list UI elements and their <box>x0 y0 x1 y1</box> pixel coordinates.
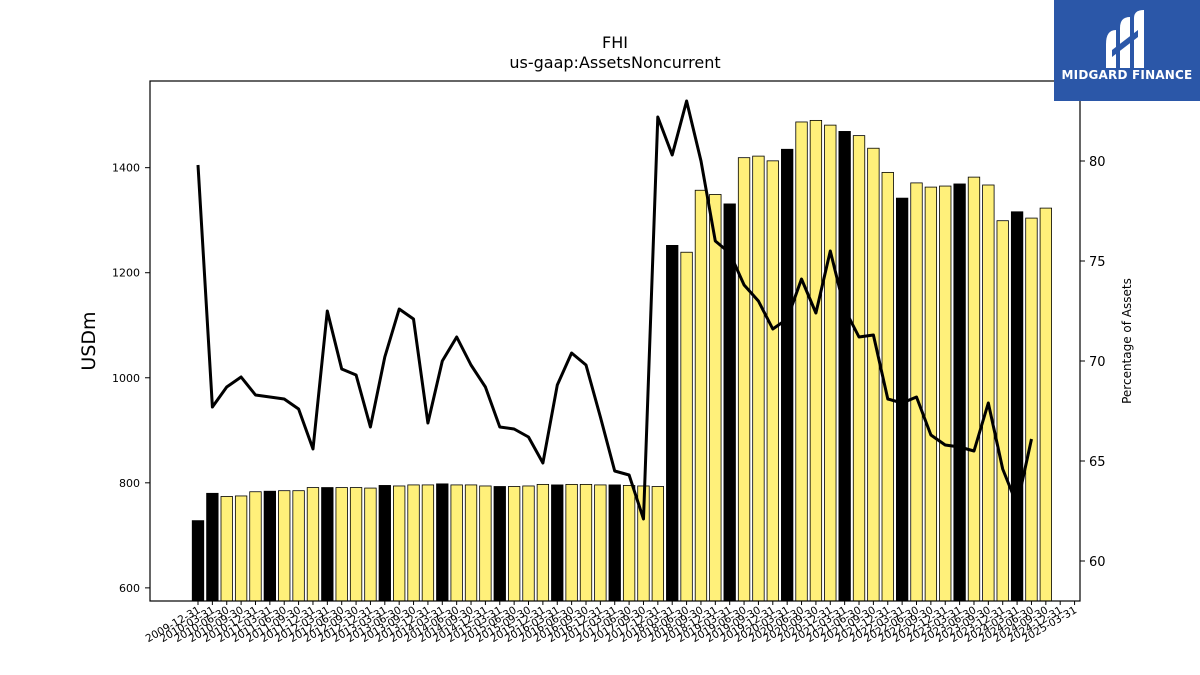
bar-2021-06-30 <box>852 135 866 602</box>
bar-2018-09-30 <box>694 189 708 602</box>
bar-2017-06-30 <box>622 485 636 602</box>
bar-2013-09-30 <box>407 484 420 602</box>
bar-2016-03-31 <box>551 484 564 602</box>
bar-2015-03-31 <box>493 486 506 602</box>
bar-2018-12-31 <box>709 194 722 602</box>
bar-2015-06-30 <box>507 486 521 602</box>
left-tick-label-1400: 1400 <box>112 162 140 175</box>
right-tick-label-70: 70 <box>1089 355 1106 370</box>
right-tick-label-75: 75 <box>1089 255 1106 270</box>
midgard-finance-logo: MIDGARD FINANCE <box>1054 0 1200 101</box>
bar-2016-12-31 <box>594 484 607 602</box>
midgard-logo-icon <box>1106 10 1144 68</box>
bar-2011-03-31 <box>263 490 277 602</box>
right-tick-label-80: 80 <box>1089 155 1106 170</box>
bar-2010-03-31 <box>206 492 219 602</box>
bar-2018-03-31 <box>666 245 679 602</box>
bar-2012-03-31 <box>321 487 334 602</box>
bar-2015-12-31 <box>536 483 550 602</box>
right-tick-label-65: 65 <box>1089 455 1106 470</box>
bar-2024-09-30 <box>1039 207 1052 602</box>
bar-2022-06-30 <box>910 182 923 602</box>
left-tick-label-600: 600 <box>119 582 140 595</box>
bar-2018-06-30 <box>680 251 693 602</box>
bar-2009-12-31 <box>191 520 205 602</box>
bar-2023-06-30 <box>967 176 981 602</box>
bar-2012-12-31 <box>364 487 377 602</box>
chart-title: FHI <box>602 33 628 52</box>
bar-2013-06-30 <box>393 485 406 602</box>
bar-2016-09-30 <box>579 483 593 602</box>
bar-2021-03-31 <box>838 131 851 602</box>
y-axis-label: USDm <box>78 311 100 370</box>
left-tick-label-1000: 1000 <box>112 372 140 385</box>
bar-2024-03-31 <box>1010 211 1024 602</box>
bar-2014-12-31 <box>479 485 492 602</box>
bar-2014-03-31 <box>436 483 449 602</box>
bar-2011-09-30 <box>292 490 305 602</box>
bar-2017-03-31 <box>608 484 621 602</box>
bar-2020-06-30 <box>795 121 808 602</box>
bar-2011-06-30 <box>278 490 291 602</box>
bar-2013-03-31 <box>378 485 391 602</box>
bar-2020-09-30 <box>809 119 823 602</box>
bar-2016-06-30 <box>565 483 578 602</box>
bar-2017-12-31 <box>651 486 664 602</box>
left-tick-label-800: 800 <box>119 477 140 490</box>
bar-2010-09-30 <box>234 495 248 602</box>
bar-2019-06-30 <box>737 157 751 602</box>
bar-2021-09-30 <box>867 147 880 602</box>
bar-2011-12-31 <box>306 487 320 602</box>
bar-2023-03-31 <box>953 183 966 602</box>
bar-2020-12-31 <box>824 124 837 602</box>
bar-2014-06-30 <box>450 484 463 602</box>
bar-2013-12-31 <box>421 484 435 602</box>
bar-2015-09-30 <box>522 485 535 602</box>
bar-2023-09-30 <box>982 184 995 602</box>
bar-2024-06-30 <box>1025 217 1038 602</box>
bar-2022-12-31 <box>939 185 952 602</box>
chart-subtitle: us-gaap:AssetsNoncurrent <box>509 53 721 72</box>
bar-2023-12-31 <box>996 220 1009 602</box>
left-tick-label-1200: 1200 <box>112 267 140 280</box>
right-tick-label-60: 60 <box>1089 555 1106 570</box>
bar-2012-06-30 <box>335 487 348 602</box>
bar-2020-03-31 <box>781 148 794 602</box>
bar-2010-12-31 <box>249 491 262 602</box>
bar-2014-09-30 <box>464 484 478 602</box>
bar-2010-06-30 <box>220 496 233 602</box>
y-axis-right-label: Percentage of Assets <box>1120 278 1134 404</box>
bar-2019-09-30 <box>752 155 765 602</box>
bar-2019-12-31 <box>766 160 779 602</box>
bar-2022-03-31 <box>895 197 909 602</box>
bar-2012-09-30 <box>349 487 363 602</box>
bar-2022-09-30 <box>924 186 938 602</box>
logo-text: MIDGARD FINANCE <box>1061 68 1193 82</box>
